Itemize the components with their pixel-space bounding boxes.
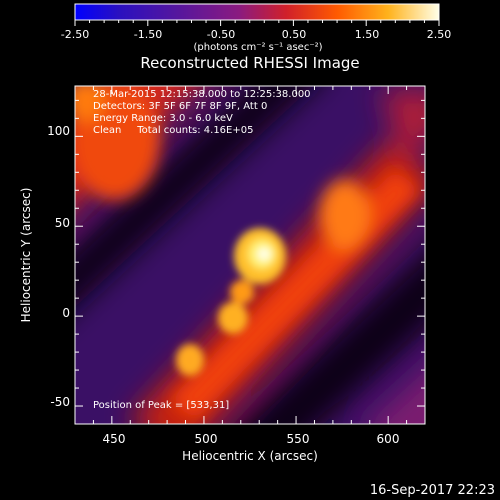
x-tick-label: 600 [377, 432, 400, 446]
annotation-peak-position: Position of Peak = [533,31] [93, 400, 229, 411]
y-tick-label: 50 [55, 216, 70, 230]
colorbar-gradient [74, 3, 440, 21]
annotation-energy-range: Energy Range: 3.0 - 6.0 keV [93, 113, 233, 124]
y-tick-label: 0 [62, 306, 70, 320]
colorbar-tick-label: -2.50 [61, 28, 89, 41]
chart-title: Reconstructed RHESSI Image [140, 54, 359, 72]
axis-ticks [74, 86, 426, 425]
colorbar: -2.50 -1.50 -0.50 0.50 1.50 2.50 (photon… [61, 3, 452, 53]
colorbar-unit-label: (photons cm⁻² s⁻¹ asec⁻²) [193, 42, 322, 53]
colorbar-tick-label: 0.50 [282, 28, 307, 41]
colorbar-tick-label: -0.50 [207, 28, 235, 41]
annotation-time-range: 28-Mar-2015 12:15:38.000 to 12:25:38.000 [93, 89, 311, 100]
x-tick-label: 450 [103, 432, 126, 446]
x-tick-label: 550 [287, 432, 310, 446]
colorbar-tick-label: -1.50 [134, 28, 162, 41]
y-axis-label: Heliocentric Y (arcsec) [19, 188, 33, 323]
y-tick-label: -50 [50, 395, 70, 409]
colorbar-ticks [74, 20, 440, 26]
x-axis-label: Heliocentric X (arcsec) [182, 449, 318, 463]
footer-timestamp: 16-Sep-2017 22:23 [370, 483, 495, 498]
annotation-clean-counts: Clean Total counts: 4.16E+05 [93, 125, 253, 136]
colorbar-tick-label: 2.50 [427, 28, 452, 41]
y-tick-label: 100 [47, 124, 70, 138]
annotation-detectors: Detectors: 3F 5F 6F 7F 8F 9F, Att 0 [93, 101, 267, 112]
plot-frame [74, 85, 426, 425]
heatmap-image [75, 86, 425, 424]
x-tick-label: 500 [195, 432, 218, 446]
colorbar-tick-label: 1.50 [355, 28, 380, 41]
